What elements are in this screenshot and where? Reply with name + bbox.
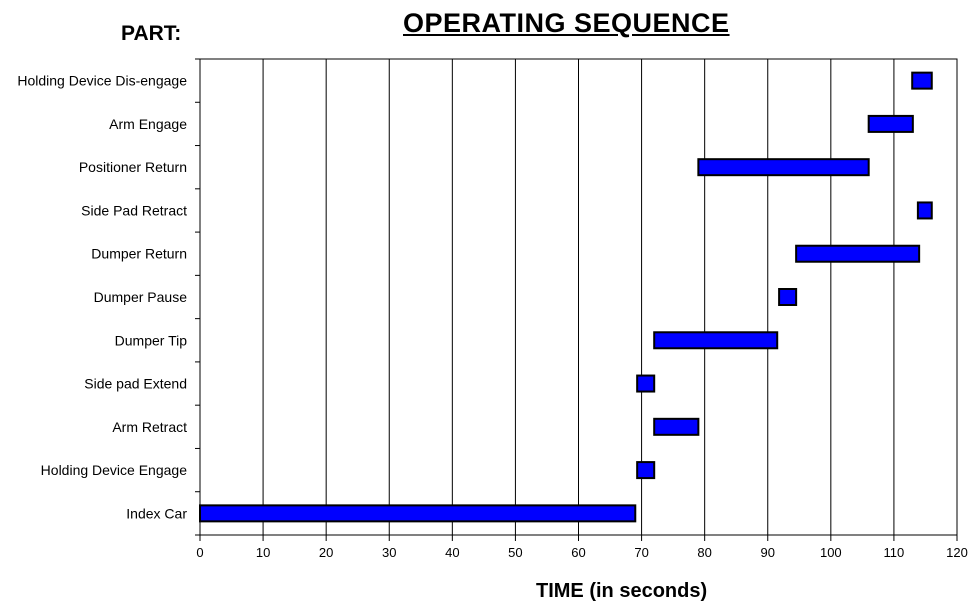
- x-tick-label: 110: [884, 545, 905, 560]
- x-tick-label: 120: [946, 545, 968, 560]
- task-label: Positioner Return: [79, 159, 187, 175]
- task-bar: [911, 71, 933, 90]
- task-bar: [199, 504, 637, 523]
- x-tick-label: 40: [445, 545, 459, 560]
- x-tick-label: 100: [820, 545, 842, 560]
- chart-title: OPERATING SEQUENCE: [403, 8, 730, 38]
- task-bar: [653, 417, 700, 436]
- task-bar: [867, 114, 914, 133]
- task-label: Arm Retract: [112, 419, 187, 435]
- task-label: Side pad Extend: [84, 376, 187, 392]
- task-label: Holding Device Dis-engage: [17, 73, 187, 89]
- task-label: Index Car: [126, 505, 187, 521]
- task-bar: [636, 461, 656, 480]
- task-bar: [697, 158, 870, 177]
- task-bar: [778, 288, 798, 306]
- task-bar: [653, 331, 779, 350]
- x-tick-label: 90: [761, 545, 775, 560]
- task-bar: [636, 374, 656, 393]
- x-axis-title: TIME (in seconds): [536, 580, 708, 602]
- x-tick-label: 30: [382, 545, 396, 560]
- x-tick-label: 10: [256, 545, 270, 560]
- task-bar: [795, 244, 921, 263]
- x-tick-label: 80: [697, 545, 711, 560]
- task-label: Holding Device Engage: [41, 462, 188, 478]
- x-tick-label: 20: [319, 545, 333, 560]
- x-tick-label: 70: [634, 545, 648, 560]
- task-bar: [916, 201, 933, 220]
- task-label: Side Pad Retract: [81, 202, 187, 218]
- part-label: PART:: [121, 22, 182, 45]
- task-label: Dumper Tip: [115, 332, 188, 348]
- task-label: Dumper Return: [91, 246, 187, 262]
- task-label: Dumper Pause: [94, 289, 188, 305]
- x-tick-label: 60: [571, 545, 585, 560]
- x-tick-label: 0: [196, 545, 203, 560]
- task-label: Arm Engage: [109, 116, 187, 132]
- x-tick-label: 50: [508, 545, 522, 560]
